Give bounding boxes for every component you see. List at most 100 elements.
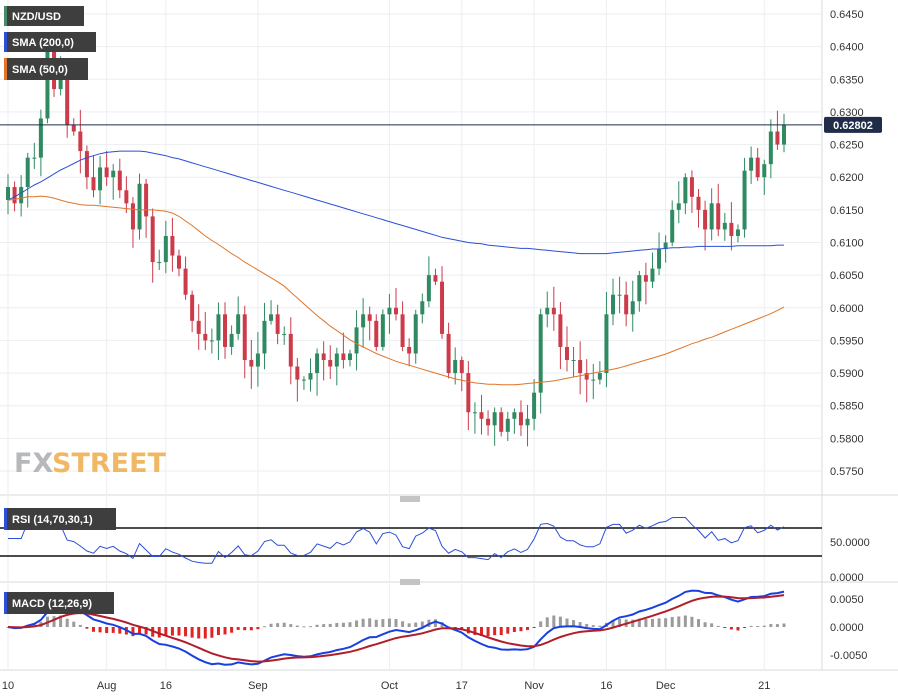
price-panel[interactable]: [0, 33, 822, 447]
candle-body[interactable]: [6, 187, 10, 201]
candle-body[interactable]: [643, 275, 648, 282]
candle-body[interactable]: [12, 187, 17, 204]
candle-body[interactable]: [380, 314, 385, 347]
candle-body[interactable]: [137, 183, 142, 230]
macd-panel[interactable]: [6, 589, 786, 666]
candle-body[interactable]: [236, 314, 241, 334]
candle-body[interactable]: [229, 333, 234, 347]
candle-body[interactable]: [223, 314, 228, 347]
candle-body[interactable]: [729, 222, 734, 236]
candle-body[interactable]: [374, 320, 379, 347]
candle-body[interactable]: [768, 131, 773, 165]
candle-body[interactable]: [558, 314, 563, 347]
candle-body[interactable]: [637, 275, 642, 302]
candle-body[interactable]: [170, 235, 175, 256]
candle-body[interactable]: [426, 275, 431, 302]
candle-body[interactable]: [124, 190, 129, 204]
candle-body[interactable]: [716, 203, 721, 230]
candle-body[interactable]: [400, 314, 405, 347]
candle-body[interactable]: [163, 235, 168, 263]
candle-body[interactable]: [453, 360, 458, 374]
candle-body[interactable]: [19, 187, 24, 204]
candle-body[interactable]: [190, 294, 195, 321]
candle-body[interactable]: [308, 373, 313, 380]
candle-body[interactable]: [104, 167, 109, 178]
candle-body[interactable]: [25, 157, 30, 188]
candle-body[interactable]: [676, 203, 681, 210]
candle-body[interactable]: [742, 170, 747, 230]
candle-body[interactable]: [209, 340, 214, 342]
candle-body[interactable]: [275, 314, 280, 334]
candle-body[interactable]: [334, 353, 339, 367]
candle-body[interactable]: [551, 307, 556, 315]
candle-body[interactable]: [597, 373, 602, 380]
candle-body[interactable]: [288, 333, 293, 367]
candle-body[interactable]: [650, 268, 655, 282]
candle-body[interactable]: [144, 183, 149, 217]
candle-body[interactable]: [782, 124, 786, 145]
candle-body[interactable]: [617, 294, 622, 296]
candle-body[interactable]: [525, 418, 530, 426]
candle-body[interactable]: [532, 392, 537, 419]
candle-body[interactable]: [709, 203, 714, 230]
candle-body[interactable]: [630, 301, 635, 315]
candle-body[interactable]: [150, 216, 155, 263]
candle-body[interactable]: [341, 353, 346, 361]
candle-body[interactable]: [578, 360, 583, 374]
candle-body[interactable]: [242, 314, 247, 361]
candle-body[interactable]: [440, 281, 445, 334]
candle-body[interactable]: [722, 222, 727, 230]
candle-body[interactable]: [735, 229, 740, 236]
legend-sma200[interactable]: SMA (200,0): [4, 32, 96, 52]
legend-macd[interactable]: MACD (12,26,9): [4, 592, 114, 614]
candle-body[interactable]: [32, 157, 37, 159]
candle-body[interactable]: [407, 346, 412, 354]
rsi-resize-handle[interactable]: [400, 496, 420, 502]
candle-body[interactable]: [486, 418, 491, 426]
candle-body[interactable]: [111, 170, 116, 178]
candle-body[interactable]: [269, 314, 274, 321]
candle-body[interactable]: [499, 412, 504, 432]
candle-body[interactable]: [749, 157, 754, 171]
candle-body[interactable]: [203, 333, 208, 341]
candle-body[interactable]: [295, 366, 300, 380]
candle-body[interactable]: [117, 170, 122, 191]
candle-body[interactable]: [216, 314, 221, 341]
candle-body[interactable]: [420, 301, 425, 315]
candle-body[interactable]: [571, 360, 576, 362]
candle-body[interactable]: [394, 307, 398, 315]
candle-body[interactable]: [696, 196, 701, 210]
candle-body[interactable]: [670, 209, 675, 243]
candle-body[interactable]: [492, 412, 497, 426]
candle-body[interactable]: [367, 314, 372, 321]
macd-resize-handle[interactable]: [400, 579, 420, 585]
candle-body[interactable]: [45, 49, 50, 119]
candle-body[interactable]: [328, 360, 333, 367]
candle-body[interactable]: [762, 164, 767, 178]
candle-body[interactable]: [413, 314, 418, 354]
legend-rsi[interactable]: RSI (14,70,30,1): [4, 508, 116, 530]
rsi-panel[interactable]: [0, 517, 822, 564]
candle-body[interactable]: [446, 333, 451, 374]
candle-body[interactable]: [91, 177, 96, 191]
candle-body[interactable]: [78, 131, 83, 152]
candle-body[interactable]: [255, 353, 260, 367]
candle-body[interactable]: [249, 360, 254, 367]
candle-body[interactable]: [466, 373, 471, 413]
candle-body[interactable]: [71, 124, 76, 132]
candle-body[interactable]: [775, 131, 780, 145]
candle-body[interactable]: [196, 320, 201, 334]
candle-body[interactable]: [347, 353, 352, 361]
candle-body[interactable]: [663, 242, 668, 250]
candle-body[interactable]: [545, 307, 550, 315]
candle-body[interactable]: [38, 118, 43, 158]
legend-nzdusd[interactable]: NZD/USD: [4, 6, 84, 26]
candle-body[interactable]: [512, 412, 517, 419]
candle-body[interactable]: [657, 249, 662, 269]
candle-body[interactable]: [433, 275, 438, 282]
candle-body[interactable]: [130, 203, 135, 230]
candle-body[interactable]: [755, 157, 760, 178]
candle-body[interactable]: [354, 327, 359, 354]
candle-body[interactable]: [472, 412, 477, 414]
candle-body[interactable]: [459, 360, 464, 374]
